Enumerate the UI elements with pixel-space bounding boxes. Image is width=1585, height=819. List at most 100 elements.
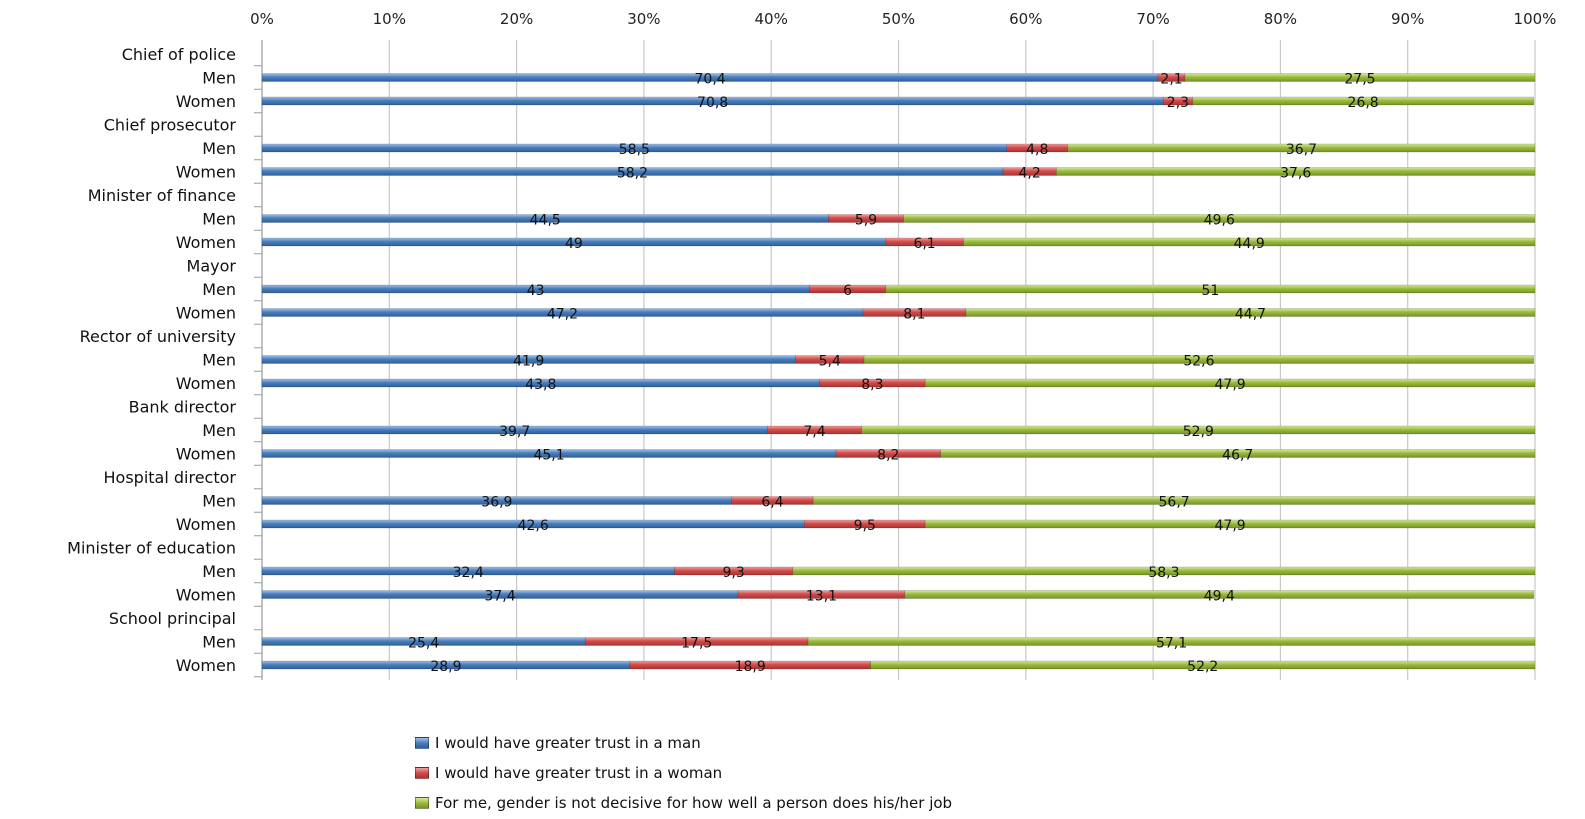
data-label: 51 bbox=[1201, 283, 1219, 299]
x-tick-label: 90% bbox=[1391, 10, 1424, 28]
data-label: 2,1 bbox=[1160, 72, 1182, 88]
data-label: 32,4 bbox=[453, 565, 484, 581]
bar-segment bbox=[261, 96, 1164, 106]
data-label: 44,9 bbox=[1234, 236, 1265, 252]
category-row-label: Women bbox=[176, 374, 236, 393]
category-row-label: Men bbox=[202, 421, 236, 440]
data-label: 5,4 bbox=[819, 354, 841, 370]
data-label: 70,8 bbox=[697, 95, 728, 111]
data-label: 4,2 bbox=[1018, 166, 1040, 182]
bar-segment bbox=[963, 237, 1536, 247]
data-label: 6 bbox=[843, 283, 852, 299]
bar-segment bbox=[629, 660, 871, 670]
category-row-label: Women bbox=[176, 92, 236, 111]
x-tick-label: 10% bbox=[373, 10, 406, 28]
legend-item-woman: I would have greater trust in a woman bbox=[415, 758, 952, 788]
bar-segment bbox=[792, 566, 1536, 576]
bar-segment bbox=[904, 590, 1535, 599]
bar-segment bbox=[965, 308, 1536, 317]
x-tick-label: 40% bbox=[755, 10, 788, 28]
x-axis-ticks: 0% 10% 20% 30% 40% 50% 60% 70% 80% 90% 100% bbox=[250, 10, 1556, 28]
data-label: 43 bbox=[527, 283, 545, 299]
data-label: 7,4 bbox=[803, 424, 825, 440]
data-label: 6,4 bbox=[761, 495, 783, 511]
category-group-label: Chief of police bbox=[122, 45, 236, 64]
legend-swatch-man bbox=[415, 737, 429, 749]
category-group-label: Mayor bbox=[187, 257, 237, 276]
category-row-label: Women bbox=[176, 163, 236, 182]
data-label: 52,2 bbox=[1187, 659, 1218, 675]
data-label: 8,1 bbox=[903, 307, 925, 323]
data-label: 46,7 bbox=[1222, 448, 1253, 464]
data-label: 58,3 bbox=[1148, 565, 1179, 581]
category-row-label: Women bbox=[176, 304, 236, 323]
bar-segment bbox=[903, 214, 1536, 223]
bar-segment bbox=[1184, 73, 1536, 82]
category-group-label: Chief prosecutor bbox=[104, 116, 237, 135]
data-label: 28,9 bbox=[430, 659, 461, 675]
data-label: 4,8 bbox=[1026, 142, 1048, 158]
x-tick-label: 30% bbox=[627, 10, 660, 28]
legend-swatch-woman bbox=[415, 767, 429, 779]
category-labels: Chief of police Men Women Chief prosecutor M… bbox=[67, 45, 236, 675]
legend-label-man: I would have greater trust in a man bbox=[435, 734, 701, 752]
x-tick-label: 50% bbox=[882, 10, 915, 28]
data-label: 9,5 bbox=[854, 518, 876, 534]
bar-segment bbox=[1192, 96, 1535, 106]
category-row-label: Women bbox=[176, 445, 236, 464]
data-label: 25,4 bbox=[408, 636, 439, 652]
category-row-label: Men bbox=[202, 69, 236, 88]
data-label: 49 bbox=[565, 236, 583, 252]
category-row-label: Men bbox=[202, 492, 236, 511]
bar-segment bbox=[1056, 167, 1536, 176]
data-label: 5,9 bbox=[855, 213, 877, 229]
category-group-label: Minister of education bbox=[67, 539, 236, 558]
category-row-label: Men bbox=[202, 351, 236, 370]
bar-segment bbox=[940, 449, 1536, 458]
bar-segment bbox=[863, 355, 1535, 364]
category-row-label: Men bbox=[202, 139, 236, 158]
data-label: 17,5 bbox=[681, 636, 712, 652]
data-label: 13,1 bbox=[806, 589, 837, 605]
bar-segment bbox=[924, 519, 1536, 529]
data-label: 37,4 bbox=[484, 589, 515, 605]
data-label: 45,1 bbox=[533, 448, 564, 464]
bar-segment bbox=[885, 284, 1536, 294]
bar-segment bbox=[1067, 143, 1536, 153]
data-label: 18,9 bbox=[735, 659, 766, 675]
category-row-label: Women bbox=[176, 656, 236, 675]
bar-segment bbox=[1002, 167, 1057, 176]
data-label: 36,9 bbox=[481, 495, 512, 511]
category-row-label: Women bbox=[176, 586, 236, 605]
data-label: 8,3 bbox=[861, 377, 883, 393]
bar-segment bbox=[870, 660, 1536, 670]
x-tick-label: 60% bbox=[1009, 10, 1042, 28]
data-label: 6,1 bbox=[913, 236, 935, 252]
data-label: 58,5 bbox=[619, 142, 650, 158]
bar-segment bbox=[861, 425, 1536, 435]
category-group-label: Bank director bbox=[129, 398, 237, 417]
data-label: 2,3 bbox=[1167, 95, 1189, 111]
data-label: 49,4 bbox=[1204, 589, 1235, 605]
data-labels: 70,4 2,1 27,5 70,8 2,3 26,8 58,5 4,8 36,7 58,2 4,2… bbox=[408, 72, 1379, 676]
data-label: 41,9 bbox=[513, 354, 544, 370]
bar-segment bbox=[585, 637, 809, 646]
data-label: 9,3 bbox=[723, 565, 745, 581]
data-label: 57,1 bbox=[1156, 636, 1187, 652]
data-label: 39,7 bbox=[499, 424, 530, 440]
legend-item-man: I would have greater trust in a man bbox=[415, 728, 952, 758]
x-tick-label: 70% bbox=[1136, 10, 1169, 28]
data-label: 56,7 bbox=[1159, 495, 1190, 511]
data-label: 42,6 bbox=[518, 518, 549, 534]
category-group-label: School principal bbox=[109, 609, 236, 628]
data-label: 47,9 bbox=[1215, 377, 1246, 393]
data-label: 47,2 bbox=[547, 307, 578, 323]
x-tick-label: 80% bbox=[1264, 10, 1297, 28]
data-label: 47,9 bbox=[1215, 518, 1246, 534]
x-tick-label: 0% bbox=[250, 10, 274, 28]
category-row-label: Men bbox=[202, 633, 236, 652]
category-row-label: Men bbox=[202, 562, 236, 581]
x-tick-label: 20% bbox=[500, 10, 533, 28]
data-label: 43,8 bbox=[525, 377, 556, 393]
